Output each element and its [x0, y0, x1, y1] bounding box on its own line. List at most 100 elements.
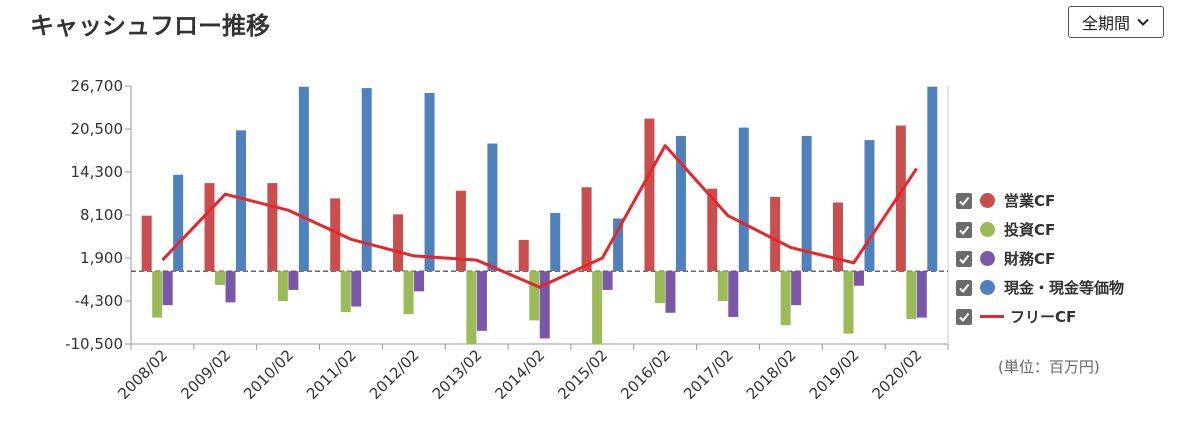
- bar-4: [361, 88, 372, 272]
- bar-3: [351, 271, 362, 307]
- checkbox-investing[interactable]: [956, 221, 972, 238]
- bar-4: [613, 218, 624, 272]
- check-icon: [959, 312, 970, 322]
- bar-2: [466, 271, 477, 344]
- bar-2: [654, 271, 665, 304]
- bar-3: [916, 271, 927, 318]
- y-tick-label: 20,500: [71, 120, 124, 138]
- y-tick-label: -4,300: [75, 292, 123, 310]
- bar-1: [895, 125, 906, 272]
- x-tick-label: 2014/02: [492, 346, 549, 403]
- bar-2: [843, 271, 854, 334]
- bar-1: [330, 198, 341, 272]
- chart-bars: [141, 86, 938, 344]
- chart-legend: 営業CF 投資CF 財務CF 現金・現金等価物 フリーCF: [956, 186, 1124, 331]
- x-tick-label: 2020/02: [869, 346, 926, 403]
- x-tick-label: 2013/02: [429, 346, 486, 403]
- page-title: キャッシュフロー推移: [30, 12, 270, 40]
- chart-free-cf-line: [161, 144, 918, 289]
- bar-1: [518, 239, 529, 272]
- bar-3: [288, 271, 299, 290]
- bar-4: [738, 127, 749, 272]
- bar-4: [236, 130, 247, 272]
- y-tick-label: 14,300: [71, 163, 124, 181]
- legend-label-financing: 財務CF: [1004, 250, 1056, 268]
- checkbox-financing[interactable]: [956, 250, 972, 267]
- circle-icon-cash: [980, 280, 995, 295]
- bar-3: [539, 271, 550, 339]
- bar-1: [455, 190, 466, 272]
- x-tick-label: 2019/02: [806, 346, 863, 403]
- bar-4: [675, 135, 686, 272]
- bar-2: [529, 271, 540, 321]
- bar-1: [770, 196, 781, 272]
- x-tick-label: 2018/02: [743, 346, 800, 403]
- x-tick-label: 2016/02: [617, 346, 674, 403]
- checkbox-operating[interactable]: [956, 192, 972, 209]
- y-tick-label: 1,900: [80, 249, 123, 267]
- bar-1: [204, 183, 215, 272]
- check-icon: [959, 283, 970, 293]
- bar-2: [717, 271, 728, 301]
- bar-4: [424, 92, 435, 272]
- period-select-value: 全期間: [1081, 14, 1130, 33]
- bar-1: [267, 183, 278, 272]
- bar-4: [550, 212, 561, 272]
- checkbox-cash[interactable]: [956, 279, 972, 296]
- x-tick-label: 2015/02: [554, 346, 611, 403]
- bar-2: [152, 271, 163, 318]
- bar-2: [215, 271, 226, 286]
- legend-item-free[interactable]: フリーCF: [956, 302, 1124, 331]
- bar-4: [864, 140, 875, 272]
- legend-item-financing[interactable]: 財務CF: [956, 244, 1124, 273]
- bar-3: [414, 271, 425, 292]
- bar-2: [340, 271, 351, 313]
- bar-2: [592, 271, 603, 344]
- check-icon: [959, 254, 970, 264]
- bar-4: [927, 86, 938, 272]
- x-tick-label: 2011/02: [303, 346, 360, 403]
- circle-icon-investing: [980, 222, 995, 237]
- circle-icon-operating: [980, 193, 995, 208]
- legend-item-cash[interactable]: 現金・現金等価物: [956, 273, 1124, 302]
- legend-label-cash: 現金・現金等価物: [1004, 279, 1125, 297]
- checkbox-free[interactable]: [956, 308, 972, 325]
- bar-3: [728, 271, 739, 317]
- y-tick-label: -10,500: [65, 335, 123, 353]
- legend-item-operating[interactable]: 営業CF: [956, 186, 1124, 215]
- legend-item-investing[interactable]: 投資CF: [956, 215, 1124, 244]
- bar-3: [225, 271, 236, 303]
- y-tick-label: 26,700: [71, 77, 124, 95]
- legend-label-operating: 営業CF: [1004, 192, 1056, 210]
- bar-2: [277, 271, 288, 301]
- bar-1: [644, 118, 655, 272]
- x-tick-label: 2012/02: [366, 346, 423, 403]
- bar-3: [665, 271, 676, 313]
- check-icon: [959, 196, 970, 206]
- bar-1: [581, 187, 592, 272]
- legend-label-investing: 投資CF: [1004, 221, 1056, 239]
- x-tick-label: 2008/02: [114, 346, 171, 403]
- x-tick-label: 2010/02: [240, 346, 297, 403]
- bar-2: [906, 271, 917, 320]
- check-icon: [959, 225, 970, 235]
- bar-3: [602, 271, 613, 290]
- chart-axes: [125, 85, 949, 350]
- bar-3: [791, 271, 802, 306]
- bar-3: [476, 271, 487, 331]
- free-cf-line: [161, 144, 918, 289]
- bar-2: [780, 271, 791, 326]
- legend-label-free: フリーCF: [1010, 308, 1077, 326]
- period-select[interactable]: 全期間: [1068, 6, 1164, 38]
- y-tick-label: 8,100: [80, 206, 123, 224]
- bar-2: [403, 271, 414, 315]
- bar-3: [162, 271, 173, 306]
- bar-4: [487, 143, 498, 272]
- x-tick-label: 2009/02: [177, 346, 234, 403]
- bar-4: [298, 86, 309, 272]
- bar-1: [707, 188, 718, 272]
- x-tick-label: 2017/02: [680, 346, 737, 403]
- bar-1: [832, 202, 843, 272]
- circle-icon-financing: [980, 251, 995, 266]
